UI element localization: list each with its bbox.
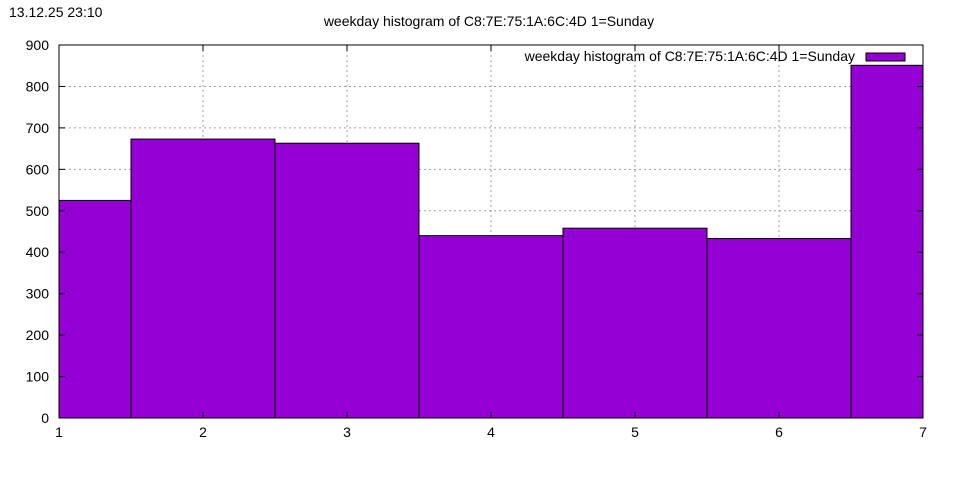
chart-title: weekday histogram of C8:7E:75:1A:6C:4D 1…: [323, 13, 655, 29]
x-tick-label: 7: [919, 424, 927, 440]
legend-swatch: [865, 52, 906, 62]
y-tick-label: 0: [41, 410, 49, 426]
timestamp: 13.12.25 23:10: [9, 4, 103, 20]
x-tick-label: 3: [343, 424, 351, 440]
bar-day-3: [274, 142, 420, 419]
bar-day-2: [130, 138, 276, 419]
bars: [58, 64, 924, 419]
x-tick-label: 2: [199, 424, 207, 440]
ticks: 0 100 200 300 400 500 600 700 800 900 1 2 3 4 5 6 7: [26, 37, 927, 440]
x-tick-label: 1: [55, 424, 63, 440]
bar-day-5: [562, 227, 708, 419]
bar-day-7: [850, 64, 924, 419]
y-tick-label: 300: [26, 286, 50, 302]
x-tick-label: 5: [631, 424, 639, 440]
legend-label: weekday histogram of C8:7E:75:1A:6C:4D 1…: [524, 48, 855, 64]
y-tick-label: 700: [26, 120, 50, 136]
y-tick-label: 900: [26, 37, 50, 53]
y-tick-label: 800: [26, 78, 50, 94]
y-tick-label: 400: [26, 244, 50, 260]
y-tick-label: 600: [26, 161, 50, 177]
y-tick-label: 100: [26, 369, 50, 385]
bar-day-6: [706, 238, 852, 419]
y-tick-label: 500: [26, 203, 50, 219]
bar-day-4: [418, 235, 564, 419]
y-tick-label: 200: [26, 327, 50, 343]
bar-day-1: [58, 199, 132, 419]
legend: weekday histogram of C8:7E:75:1A:6C:4D 1…: [524, 48, 906, 64]
x-tick-label: 4: [487, 424, 495, 440]
plot-frame: [58, 44, 924, 419]
x-tick-label: 6: [775, 424, 783, 440]
